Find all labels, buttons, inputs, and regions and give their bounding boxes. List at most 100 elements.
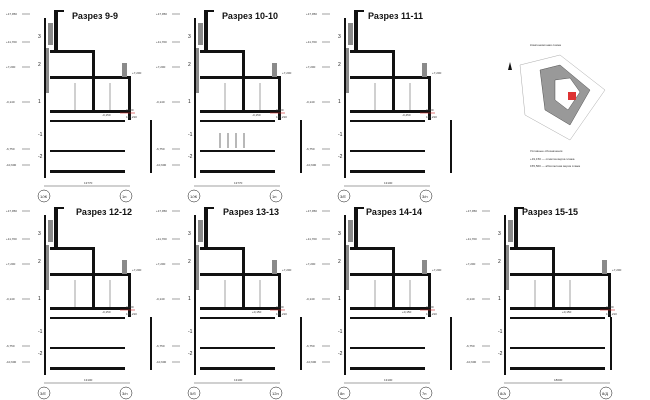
slab-0 [350,317,425,319]
axis-label-left: 3/Е [40,391,46,396]
axis-bubble [419,386,433,400]
slab-2 [350,273,430,276]
facade-hatch [506,245,509,290]
slab-1 [50,307,130,310]
scheme-courtyard [554,77,581,111]
level-mark: +17,950 [306,12,317,16]
right-wall [608,273,611,317]
slab-m1 [200,150,275,152]
facade-wall [344,18,346,178]
axis-label-right: 3/н [122,391,128,396]
floor-number: -1 [498,329,503,335]
section-1: +17,950 +11,700 +7,200 -0,140 -6,750 -10,600 3… [156,10,302,203]
slab-m2 [50,367,125,370]
dimension-value: 13100 [384,181,393,185]
slab-2 [200,76,280,79]
level-mark: +11,700 [156,237,167,241]
floor-number: -1 [338,329,343,335]
floor-number: 1 [38,296,41,302]
inner-wall [92,247,95,310]
abs-mark: 136,210 [126,312,137,316]
slab-m2 [510,367,605,370]
axis-label-left: 3/Е [340,194,346,199]
level-mark: -10,600 [6,360,17,364]
tower-wall [54,207,58,250]
slab-3 [50,247,95,250]
level-mark: -10,600 [6,163,17,167]
inner-wall [242,247,245,310]
layout-scheme: Компоновочная схема Условные обозначения +… [508,43,606,168]
dimension-value: 13100 [384,378,393,382]
tower-roof [204,207,214,209]
floor-number: -2 [498,351,503,357]
floor-number: -2 [188,351,193,357]
inner-wall [92,50,95,113]
level-mark: +7,200 [156,262,166,266]
legend-item-1: +19,150 — отметка верха этажа [530,157,575,161]
level-mark: +11,700 [6,40,17,44]
basement-wall [150,317,152,370]
tower-wall [204,207,208,250]
axis-label-right: 1н [272,194,276,199]
facade-hatch [46,48,49,93]
slab-2 [50,273,130,276]
facade-wall [194,18,196,178]
inner-wall [392,247,395,310]
axis-label-right: 12н [272,391,279,396]
floor-number: -2 [188,154,193,160]
level-mark: -10,600 [156,360,167,364]
axis-label-left: 1/Ж [40,194,47,199]
slab-1 [200,110,280,113]
scheme-outline [519,54,606,141]
section-5: +17,950 +11,700 +7,200 -0,140 -6,750 -10,600 3… [306,207,452,400]
axis-bubble [187,386,201,400]
tower-wall [204,10,208,53]
abs-mark: 136,210 [126,115,137,119]
floor-number: 1 [188,99,191,105]
level-right: +7,200 [432,71,442,75]
basement-wall [150,120,152,173]
abs-mark: 136,210 [426,115,437,119]
floor-number: 1 [38,99,41,105]
level-mark: -0,140 [156,297,165,301]
facade-wall [344,215,346,375]
dimension-value: 13100 [234,378,243,382]
axis-bubble [37,189,51,203]
slab-3 [200,247,245,250]
slab-m1 [350,347,425,349]
slab-m1 [50,347,125,349]
axis-bubble [187,189,201,203]
slab-2 [50,76,130,79]
level-mark: +7,200 [6,262,16,266]
axis-bubble [119,386,133,400]
floor-number: -2 [338,154,343,160]
floor-number: -2 [38,351,43,357]
abs-mark: 136,210 [276,312,287,316]
floor-number: -1 [188,329,193,335]
slab-m1 [350,150,425,152]
floor-number: 2 [338,62,341,68]
floor-number: 3 [188,34,191,40]
level-mark: +17,950 [156,209,167,213]
dimension-value: 18000 [554,378,563,382]
facade-wall [194,215,196,375]
axis-label-right: 1н [122,194,126,199]
tower-wall [354,207,358,250]
right-wall [428,76,431,120]
axis-bubble [337,386,351,400]
slab-m2 [350,367,425,370]
tower-roof [354,207,364,209]
floor-number: 1 [338,99,341,105]
section-4: +17,950 +11,700 +7,200 -0,140 -6,750 -10,600 3… [156,207,302,400]
level-mark: -6,750 [306,344,315,348]
level-mark: -0,140 [6,297,15,301]
slab-2 [350,76,430,79]
slab-2 [200,273,280,276]
right-wall [428,273,431,317]
inner-wall [392,50,395,113]
slab-0 [200,317,275,319]
balcony-hatch [272,63,277,77]
floor-number: 3 [38,34,41,40]
